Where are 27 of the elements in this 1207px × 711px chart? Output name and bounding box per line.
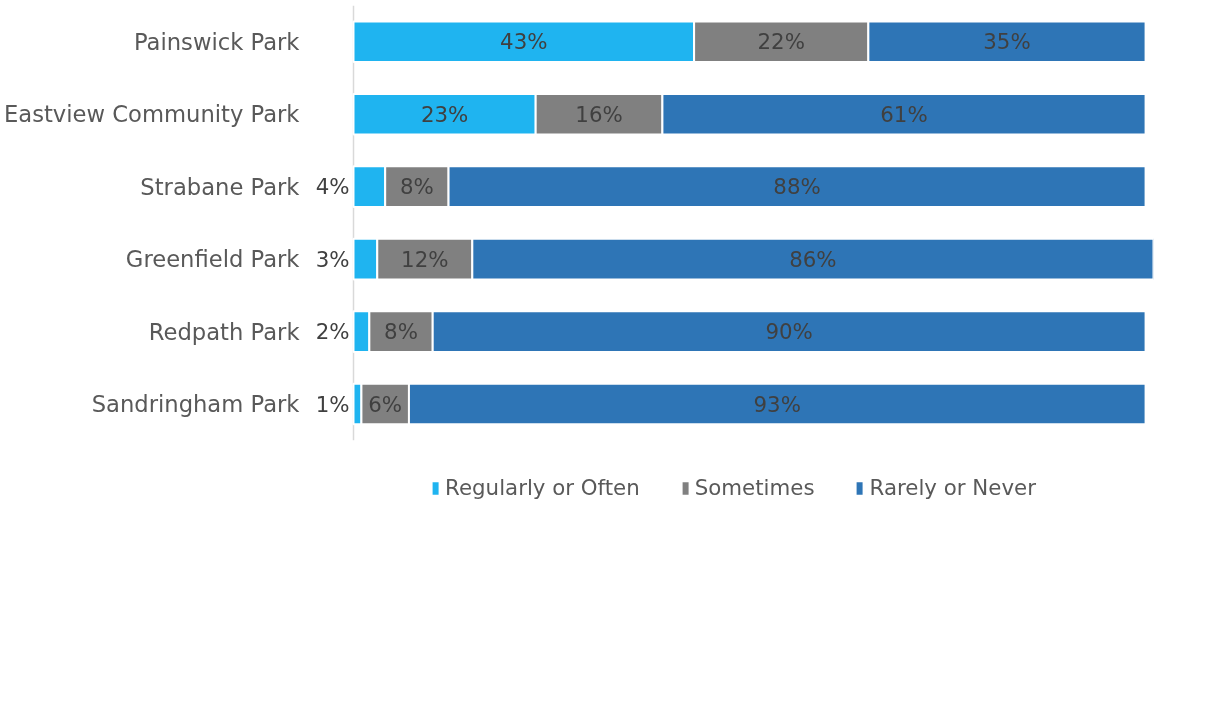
data-label: 90% bbox=[765, 319, 813, 345]
data-label: 93% bbox=[753, 391, 801, 417]
data-label: 6% bbox=[368, 391, 403, 417]
y-tick-label: Strabane Park bbox=[140, 173, 301, 200]
data-label: 22% bbox=[757, 29, 805, 55]
y-tick-label: Greenfield Park bbox=[125, 246, 301, 273]
legend-label: Rarely or Never bbox=[869, 475, 1036, 500]
data-label: 3% bbox=[315, 246, 350, 272]
data-label: 12% bbox=[401, 246, 449, 272]
data-label: 4% bbox=[315, 174, 350, 200]
data-label: 61% bbox=[880, 101, 928, 127]
y-tick-label: Sandringham Park bbox=[91, 391, 301, 418]
data-label: 16% bbox=[575, 101, 623, 127]
legend-label: Regularly or Often bbox=[445, 475, 640, 500]
data-label: 35% bbox=[983, 29, 1031, 55]
data-label: 1% bbox=[315, 391, 350, 417]
data-label: 8% bbox=[384, 319, 418, 345]
data-label: 88% bbox=[773, 174, 821, 200]
y-tick-label: Eastview Community Park bbox=[3, 101, 301, 128]
data-label: 86% bbox=[789, 246, 837, 272]
data-label: 23% bbox=[420, 101, 469, 127]
data-label: 8% bbox=[399, 174, 434, 200]
y-tick-label: Painswick Park bbox=[133, 28, 301, 55]
data-label: 2% bbox=[315, 319, 350, 345]
data-label: 43% bbox=[500, 29, 548, 55]
legend-label: Sometimes bbox=[694, 475, 815, 500]
y-tick-label: Redpath Park bbox=[148, 318, 301, 345]
